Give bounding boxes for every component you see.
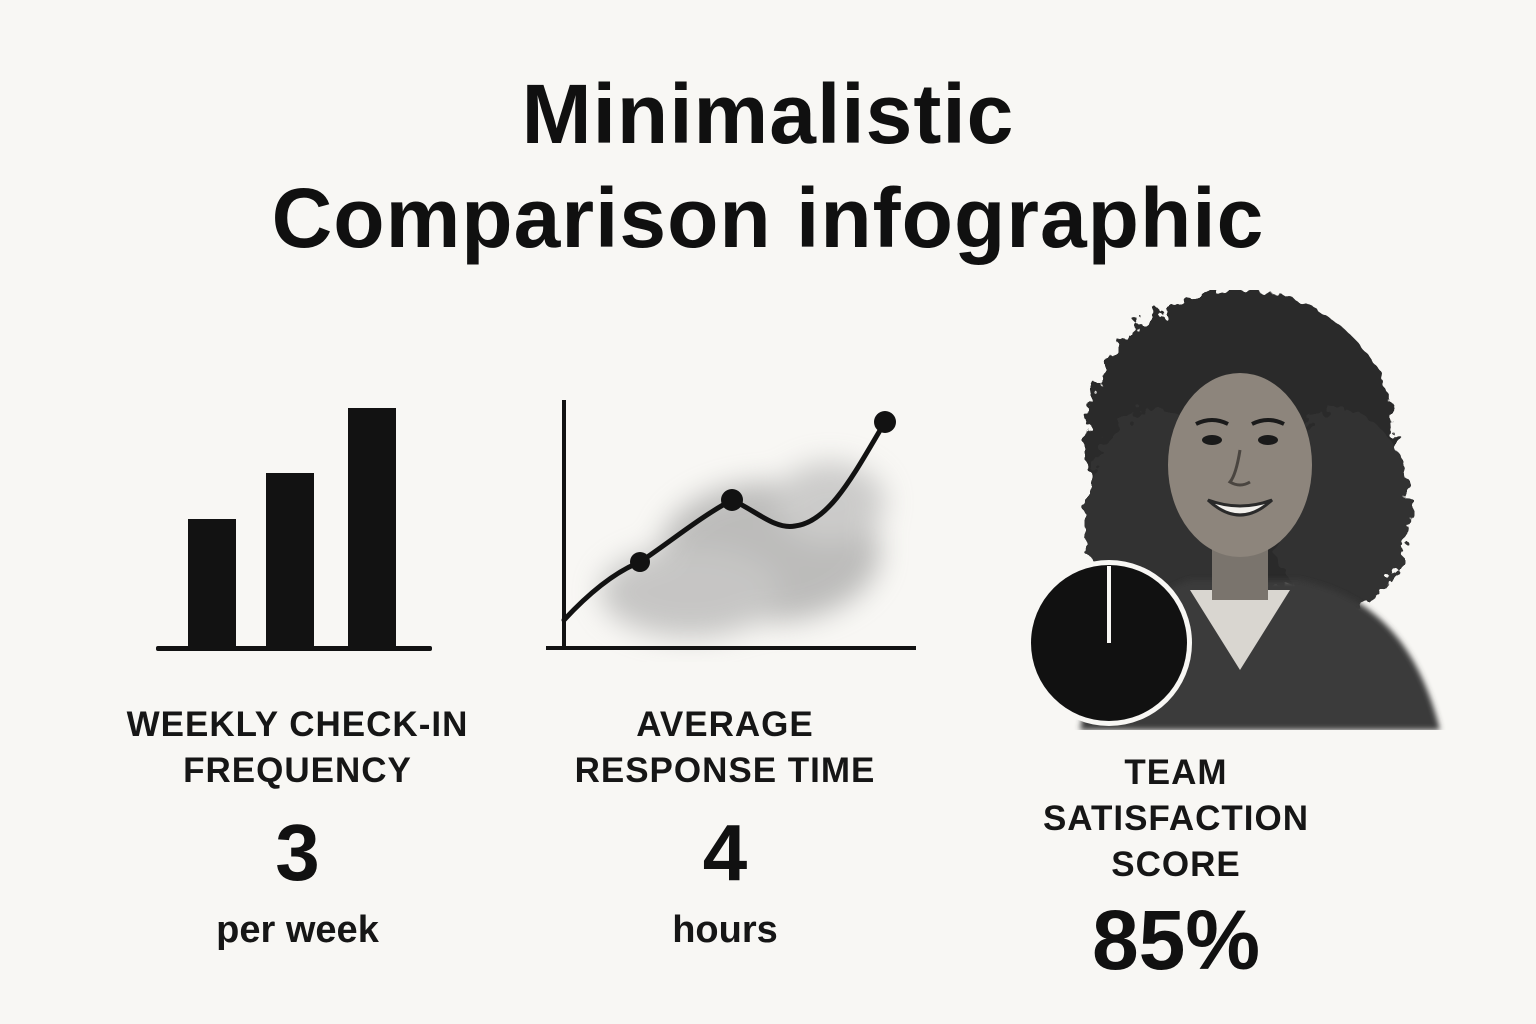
line-chart-icon	[546, 400, 916, 650]
bar-1	[188, 519, 236, 650]
weekly-checkin-unit: per week	[216, 909, 379, 951]
weekly-checkin-label: WEEKLY CHECK-IN FREQUENCY	[126, 705, 469, 790]
bar-chart-icon	[156, 408, 432, 651]
trend-point-3	[874, 411, 896, 433]
title-line-1: Minimalistic	[521, 67, 1015, 161]
response-time-value: 4	[702, 808, 748, 897]
team-satisfaction-value: 85%	[1091, 893, 1261, 987]
trend-point-1	[630, 552, 650, 572]
bar-2	[266, 473, 314, 650]
page-title: Minimalistic Comparison infographic	[0, 62, 1536, 270]
pie-chart-icon	[1026, 560, 1192, 726]
portrait-face	[1168, 373, 1312, 557]
team-satisfaction-label: TEAM SATISFACTION SCORE	[1042, 753, 1310, 884]
bar-chart-baseline	[156, 646, 432, 651]
trend-point-2	[721, 489, 743, 511]
response-time-unit: hours	[672, 909, 778, 951]
bar-3	[348, 408, 396, 650]
portrait-shirt	[1190, 590, 1290, 670]
title-line-2: Comparison infographic	[271, 171, 1265, 265]
portrait-hair	[1085, 290, 1410, 630]
response-time-label: AVERAGE RESPONSE TIME	[574, 705, 876, 790]
weekly-checkin-value: 3	[275, 808, 320, 897]
